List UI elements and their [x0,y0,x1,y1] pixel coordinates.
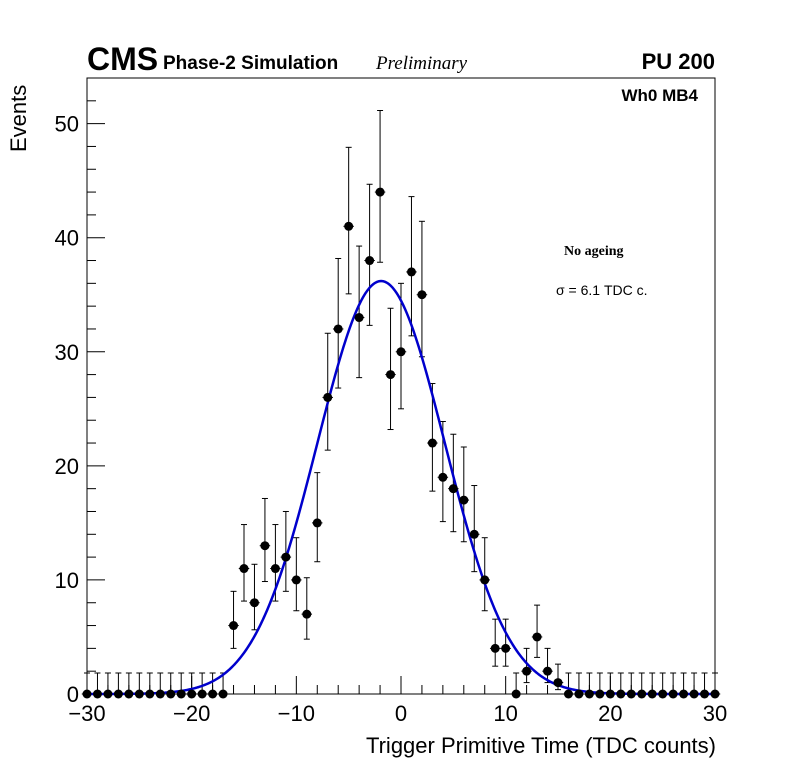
data-point [134,689,144,699]
data-point [626,689,636,699]
data-point [480,575,490,585]
x-tick-label: 0 [395,701,407,726]
data-point [145,689,155,699]
data-point [333,324,343,334]
data-point [344,221,354,231]
data-point [658,689,668,699]
data-point [427,438,437,448]
y-tick-label: 10 [55,568,79,593]
data-point [375,187,385,197]
x-tick-label: 30 [703,701,727,726]
data-point [386,370,396,380]
data-point [584,689,594,699]
data-point [595,689,605,699]
x-tick-label: 20 [598,701,622,726]
data-point [438,472,448,482]
no-ageing-label: No ageing [564,244,624,259]
data-point [176,689,186,699]
data-point [459,495,469,505]
y-tick-label: 40 [55,226,79,251]
data-point [365,256,375,266]
data-point [469,529,479,539]
data-point [522,666,532,676]
data-point [166,689,176,699]
phase2-simulation-label: Phase-2 Simulation [163,53,338,74]
data-point [605,689,615,699]
pileup-label: PU 200 [642,49,715,74]
data-point [92,689,102,699]
data-point [103,689,113,699]
data-point [553,678,563,688]
data-point [689,689,699,699]
data-point [417,290,427,300]
axis-tick-labels: −30 −20 −10 0 10 20 30 0 10 20 30 40 50 [55,112,728,726]
data-point [563,689,573,699]
data-point [637,689,647,699]
data-point [124,689,134,699]
data-point [532,632,542,642]
data-point [187,689,197,699]
data-point [448,484,458,494]
data-point [260,541,270,551]
data-point [710,689,720,699]
x-tick-label: 10 [493,701,517,726]
data-point [218,689,228,699]
data-point [239,564,249,574]
data-point [323,392,333,402]
y-tick-label: 50 [55,112,79,137]
y-axis-title: Events [6,85,31,152]
data-point [281,552,291,562]
cms-label: CMS [87,41,158,77]
y-tick-label: 0 [67,682,79,707]
data-point [291,575,301,585]
data-point [197,689,207,699]
preliminary-label: Preliminary [375,53,468,74]
station-label: Wh0 MB4 [622,86,699,105]
error-bars [81,109,721,695]
data-point [490,643,500,653]
x-tick-label: −20 [173,701,210,726]
data-point [270,564,280,574]
data-point [249,598,259,608]
data-point [616,689,626,699]
data-points [82,187,720,699]
data-point [113,689,123,699]
data-point [679,689,689,699]
y-tick-label: 30 [55,340,79,365]
data-point [312,518,322,528]
data-point [668,689,678,699]
data-point [82,689,92,699]
data-point [647,689,657,699]
data-point [501,643,511,653]
data-point [700,689,710,699]
sigma-label: σ = 6.1 TDC c. [556,282,648,298]
y-tick-label: 20 [55,454,79,479]
x-tick-label: −30 [68,701,105,726]
data-point [543,666,553,676]
data-point [229,621,239,631]
data-point [406,267,416,277]
data-point [574,689,584,699]
data-point [396,347,406,357]
data-point [302,609,312,619]
x-tick-label: −10 [278,701,315,726]
data-point [511,689,521,699]
data-point [208,689,218,699]
data-point [155,689,165,699]
x-axis-title: Trigger Primitive Time (TDC counts) [366,733,716,758]
data-point [354,313,364,323]
